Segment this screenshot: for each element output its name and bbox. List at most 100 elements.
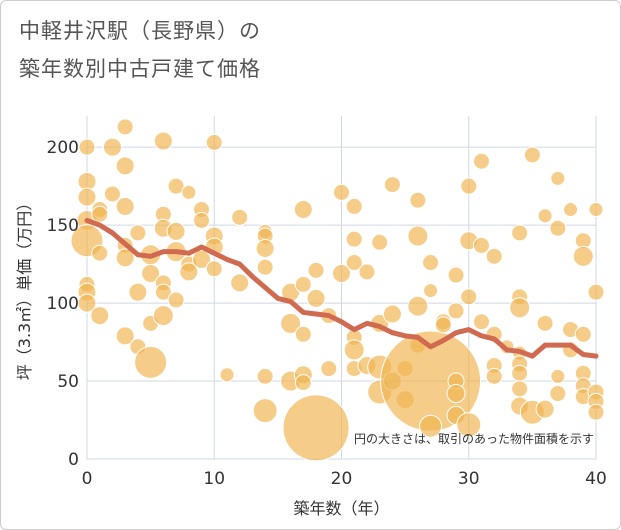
data-bubble: [255, 239, 275, 259]
data-bubble: [128, 282, 148, 302]
y-tick-label: 150: [47, 216, 79, 236]
data-bubble: [511, 364, 529, 382]
data-bubble: [115, 156, 135, 176]
data-bubble: [103, 185, 121, 203]
data-bubble: [167, 291, 185, 309]
y-tick-label: 100: [47, 294, 79, 314]
data-bubble: [587, 283, 605, 301]
data-bubble: [472, 152, 490, 170]
data-bubble: [294, 275, 312, 293]
data-bubble: [511, 224, 529, 242]
bubble-size-note: 円の大きさは、取引のあった物件面積を示す: [354, 431, 594, 446]
data-bubble: [77, 293, 97, 313]
data-bubble: [472, 313, 490, 331]
y-tick-label: 200: [47, 138, 79, 158]
data-bubble: [115, 248, 135, 268]
chart-title-line2: 築年数別中古戸建て価格: [19, 57, 261, 81]
data-bubble: [371, 233, 389, 251]
data-bubble: [587, 403, 605, 421]
data-bubble: [205, 134, 223, 152]
x-axis-label: 築年数（年）: [293, 499, 389, 518]
data-bubble: [511, 380, 529, 398]
data-bubble: [563, 202, 579, 218]
y-tick-label: 0: [68, 450, 79, 470]
data-bubble: [409, 191, 427, 209]
data-bubble: [434, 316, 452, 334]
data-bubble: [574, 325, 592, 343]
data-bubble: [423, 283, 439, 299]
data-bubble: [588, 202, 604, 218]
data-bubble: [181, 184, 197, 200]
data-bubble: [485, 247, 503, 265]
data-bubble: [472, 236, 490, 254]
data-bubble: [152, 305, 174, 327]
x-tick-label: 0: [82, 469, 93, 489]
y-tick-label: 50: [57, 372, 79, 392]
data-bubble: [447, 302, 465, 320]
data-bubble: [154, 283, 172, 301]
data-bubble: [141, 263, 161, 283]
data-bubble: [282, 394, 350, 462]
data-bubble: [91, 244, 109, 262]
data-bubble: [383, 176, 401, 194]
data-bubble: [77, 187, 97, 207]
data-bubble: [193, 211, 211, 229]
data-bubble: [422, 254, 440, 272]
data-bubble: [332, 263, 351, 283]
data-bubble: [230, 273, 250, 293]
chart-title-line1: 中軽井沢駅（長野県）の: [19, 19, 261, 43]
data-bubble: [294, 374, 312, 392]
data-bubble: [550, 170, 566, 186]
data-bubble: [219, 367, 235, 383]
data-bubble: [205, 260, 223, 278]
data-bubble: [460, 177, 478, 195]
data-bubble: [78, 138, 96, 156]
data-bubble: [280, 312, 302, 334]
x-tick-label: 40: [585, 469, 607, 489]
data-bubble: [447, 266, 465, 284]
data-bubble: [192, 249, 212, 269]
data-bubble: [252, 398, 278, 424]
data-bubble: [407, 225, 429, 247]
data-bubble: [90, 306, 110, 326]
data-bubble: [549, 219, 567, 237]
data-bubble: [382, 304, 402, 324]
data-bubble: [115, 196, 135, 216]
data-bubble: [456, 412, 482, 438]
data-bubble: [179, 262, 199, 282]
data-bubble: [572, 245, 594, 267]
data-bubble: [523, 146, 541, 164]
data-bubble: [358, 263, 376, 281]
data-bubble: [102, 137, 122, 157]
data-bubble: [129, 224, 147, 242]
data-bubble: [446, 384, 466, 404]
data-bubble: [509, 297, 531, 319]
data-bubble: [550, 368, 566, 384]
data-bubble: [345, 230, 363, 248]
x-tick-labels: 0 10 20 30 40: [82, 469, 607, 489]
data-bubble: [419, 414, 443, 438]
data-bubble: [333, 183, 350, 201]
data-bubble: [306, 288, 326, 308]
data-bubble: [536, 314, 554, 332]
data-bubble: [345, 197, 363, 215]
data-bubble: [343, 339, 365, 361]
data-bubble: [91, 205, 109, 223]
data-bubble: [134, 345, 168, 379]
data-bubble: [115, 326, 135, 346]
data-bubble: [256, 367, 274, 385]
data-bubble: [293, 200, 313, 220]
x-tick-label: 20: [331, 469, 353, 489]
data-bubble: [320, 360, 338, 378]
data-bubble: [407, 295, 429, 317]
bubble-layer: [70, 118, 605, 462]
data-bubble: [294, 325, 312, 343]
data-bubble: [166, 221, 186, 241]
data-bubble: [485, 367, 503, 385]
data-bubble: [231, 208, 249, 226]
data-bubble: [535, 399, 555, 419]
data-bubble: [345, 254, 363, 272]
data-bubble: [460, 288, 478, 306]
y-axis-label: 坪（3.3㎡）単価（万円）: [15, 195, 34, 380]
